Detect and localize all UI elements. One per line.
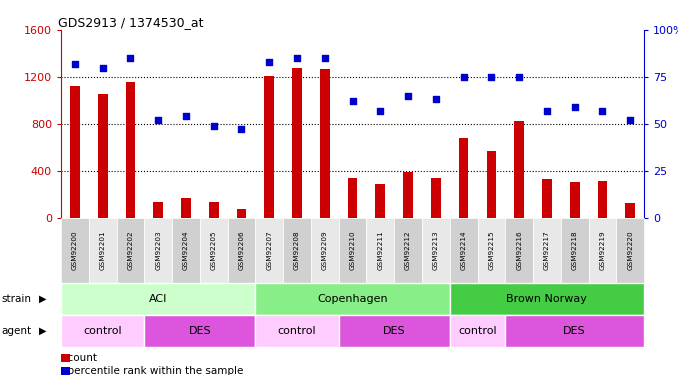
Point (597, 108, 608, 114)
Text: GSM92220: GSM92220 (627, 231, 633, 270)
Text: GSM92213: GSM92213 (433, 231, 439, 270)
Text: DES: DES (563, 326, 586, 336)
Bar (597, 181, 607, 218)
Text: strain: strain (1, 294, 31, 304)
Text: GSM92201: GSM92201 (100, 231, 106, 270)
Point (403, 93, 414, 99)
Text: GSM92217: GSM92217 (544, 231, 550, 270)
Bar (515, 122, 524, 218)
Bar (153, 202, 163, 217)
Bar (209, 202, 218, 217)
Text: GSM92200: GSM92200 (72, 231, 78, 270)
Text: GSM92214: GSM92214 (460, 231, 466, 270)
Text: GSM92218: GSM92218 (572, 231, 578, 270)
Point (542, 108, 553, 114)
Point (236, 126, 247, 132)
Point (375, 108, 386, 114)
Text: percentile rank within the sample: percentile rank within the sample (61, 366, 243, 375)
Text: GSM92209: GSM92209 (322, 231, 327, 270)
Text: Brown Norway: Brown Norway (506, 294, 587, 304)
Bar (431, 178, 441, 218)
Text: GSM92203: GSM92203 (155, 231, 161, 270)
Point (570, 104, 580, 110)
Bar (70, 86, 80, 218)
Text: Copenhagen: Copenhagen (317, 294, 388, 304)
Text: ▶: ▶ (39, 326, 47, 336)
Text: GSM92219: GSM92219 (599, 231, 605, 270)
Bar (348, 178, 357, 218)
Bar (181, 198, 191, 217)
Point (69, 61, 80, 67)
Point (319, 55, 330, 61)
Bar (98, 94, 108, 218)
Text: GSM92210: GSM92210 (350, 231, 355, 270)
Point (431, 96, 441, 102)
Bar (320, 69, 330, 218)
Text: GSM92204: GSM92204 (183, 231, 189, 270)
Text: GSM92205: GSM92205 (211, 231, 217, 270)
Text: GSM92216: GSM92216 (516, 231, 522, 270)
Text: control: control (458, 326, 497, 336)
Text: GSM92207: GSM92207 (266, 231, 273, 270)
Point (347, 98, 358, 104)
Text: ACI: ACI (149, 294, 167, 304)
Text: GSM92215: GSM92215 (488, 231, 494, 270)
Point (514, 74, 525, 80)
Text: ▶: ▶ (39, 294, 47, 304)
Text: GDS2913 / 1374530_at: GDS2913 / 1374530_at (58, 16, 203, 29)
Text: GSM92206: GSM92206 (239, 231, 245, 270)
Text: GSM92202: GSM92202 (127, 231, 134, 270)
Bar (292, 68, 302, 218)
Text: GSM92208: GSM92208 (294, 231, 300, 270)
Bar (570, 182, 580, 218)
Text: DES: DES (188, 326, 211, 336)
Bar (376, 183, 385, 218)
Point (458, 74, 469, 80)
Point (97, 64, 108, 70)
Bar (487, 151, 496, 217)
Bar (125, 82, 136, 218)
Text: DES: DES (383, 326, 405, 336)
Text: agent: agent (1, 326, 31, 336)
Bar (625, 203, 635, 217)
Point (625, 117, 636, 123)
Bar (459, 138, 468, 218)
Bar (403, 172, 413, 217)
Point (208, 123, 219, 129)
Text: GSM92212: GSM92212 (405, 231, 411, 270)
Bar (264, 76, 274, 217)
Bar (542, 179, 552, 218)
Text: GSM92211: GSM92211 (378, 231, 383, 270)
Point (125, 55, 136, 61)
Point (153, 117, 163, 123)
Bar (237, 209, 246, 218)
Text: count: count (61, 353, 97, 363)
Point (264, 59, 275, 65)
Point (486, 74, 497, 80)
Text: control: control (278, 326, 317, 336)
Point (292, 55, 302, 61)
Text: control: control (83, 326, 122, 336)
Point (180, 113, 191, 119)
